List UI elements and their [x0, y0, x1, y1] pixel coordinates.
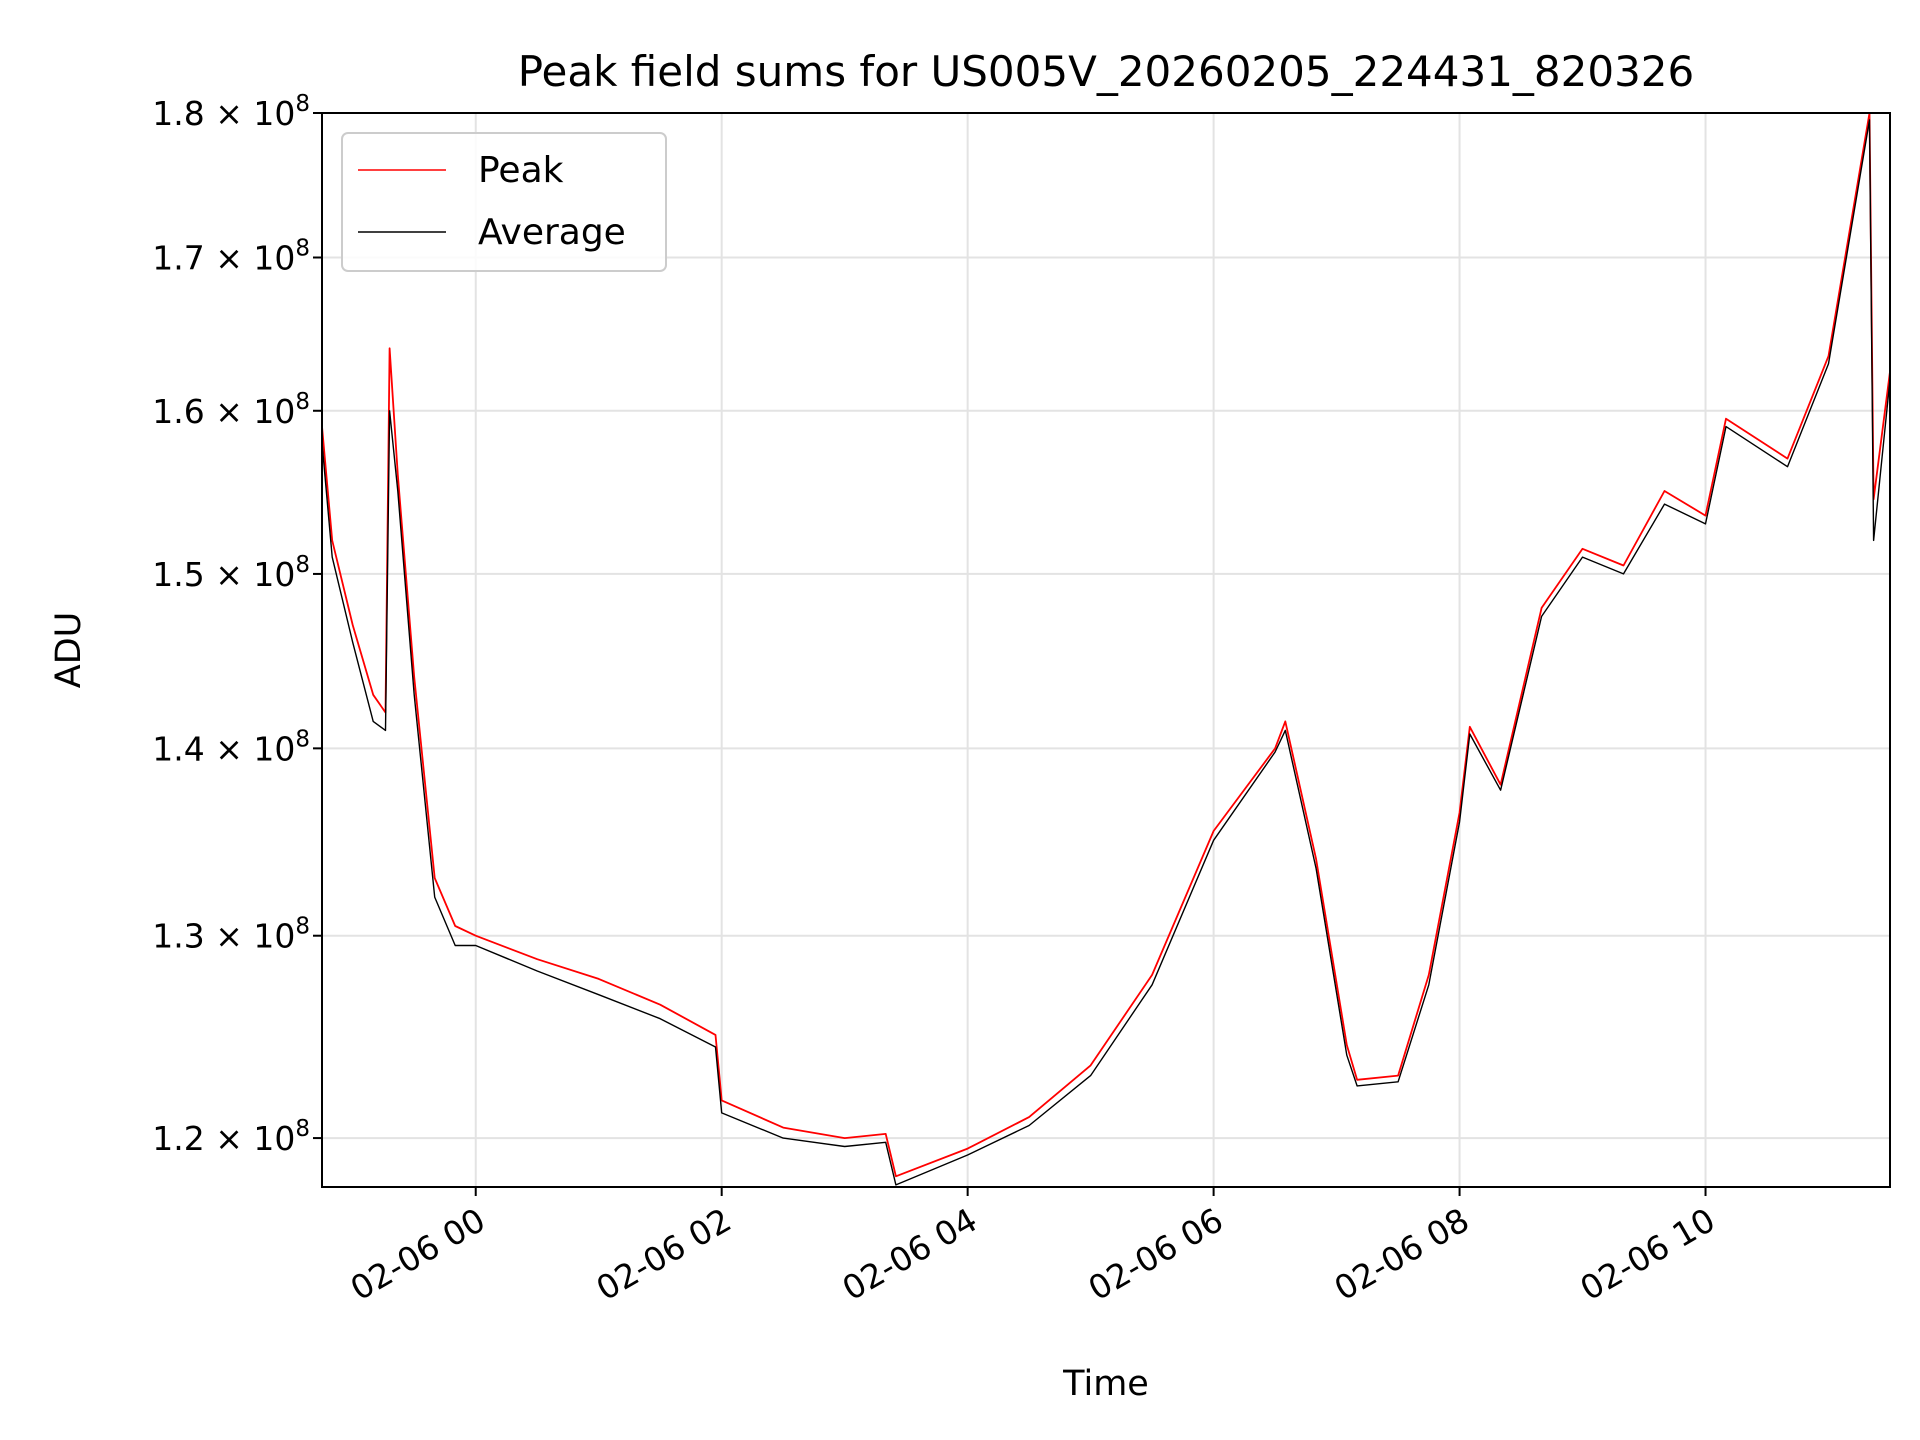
x-axis-label: Time — [1062, 1364, 1149, 1404]
y-tick-mantissa: 1.8 × 10 — [152, 94, 295, 133]
legend-box — [341, 132, 667, 272]
y-tick-label: 1.2 × 108 — [152, 1116, 310, 1158]
plot-frame — [321, 112, 1891, 1188]
legend-label-average: Average — [478, 212, 626, 253]
y-tick-exponent: 8 — [295, 552, 310, 578]
y-tick-label: 1.8 × 108 — [152, 91, 310, 133]
y-tick-exponent: 8 — [295, 726, 310, 752]
y-tick-mantissa: 1.6 × 10 — [152, 392, 295, 431]
y-axis-label: ADU — [49, 612, 89, 689]
series-lines — [321, 112, 1891, 1186]
y-tick-exponent: 8 — [295, 914, 310, 940]
y-tick-label: 1.3 × 108 — [152, 914, 310, 956]
legend-label-peak: Peak — [478, 150, 564, 191]
y-tick-mantissa: 1.4 × 10 — [152, 729, 295, 768]
y-tick-mantissa: 1.5 × 10 — [152, 555, 295, 594]
y-tick-mantissa: 1.3 × 10 — [152, 917, 295, 956]
y-tick-label: 1.4 × 108 — [152, 726, 310, 768]
series-line-peak — [321, 112, 1891, 1178]
y-tick-label: 1.7 × 108 — [152, 236, 310, 278]
y-tick-exponent: 8 — [295, 91, 310, 117]
y-tick-exponent: 8 — [295, 389, 310, 415]
grid — [322, 112, 1890, 1187]
series-line-average — [321, 119, 1891, 1186]
y-tick-label: 1.5 × 108 — [152, 552, 310, 594]
y-tick-exponent: 8 — [295, 1116, 310, 1142]
legend: Peak Average — [341, 132, 667, 272]
y-tick-mantissa: 1.2 × 10 — [152, 1119, 295, 1158]
chart-title: Peak field sums for US005V_20260205_2244… — [518, 47, 1695, 96]
y-tick-label: 1.6 × 108 — [152, 389, 310, 431]
y-tick-exponent: 8 — [295, 236, 310, 262]
y-tick-mantissa: 1.7 × 10 — [152, 239, 295, 278]
